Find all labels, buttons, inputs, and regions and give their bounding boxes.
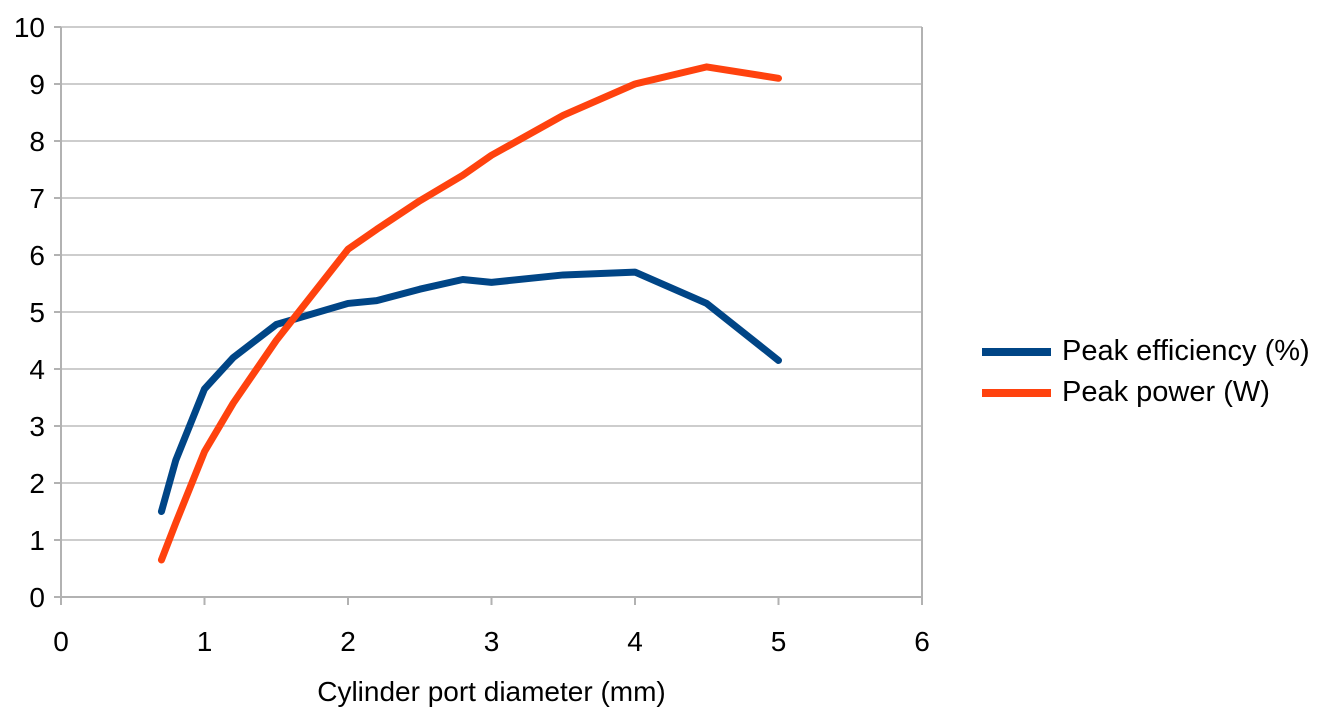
series-line-peak-power (157, 63, 782, 564)
legend-item-peak-power: Peak power (W) (982, 372, 1310, 413)
series-lines (157, 63, 782, 564)
tick-labels: 0 1 2 3 4 5 6 7 8 9 10 0 1 2 3 4 5 6 (14, 12, 930, 657)
x-tick-label-4: 4 (627, 626, 643, 657)
y-tick-label-10: 10 (14, 12, 45, 43)
legend-label-peak-efficiency: Peak efficiency (%) (1062, 335, 1310, 367)
y-tick-label-8: 8 (29, 126, 45, 157)
series-line-peak-efficiency (157, 268, 782, 515)
axes (54, 26, 923, 605)
x-tick-label-6: 6 (914, 626, 930, 657)
legend-swatch-peak-efficiency-line (982, 347, 1051, 356)
y-tick-label-5: 5 (29, 297, 45, 328)
y-tick-label-9: 9 (29, 69, 45, 100)
legend-swatch-peak-power-line (982, 388, 1051, 397)
y-tick-label-6: 6 (29, 240, 45, 271)
x-tick-label-2: 2 (340, 626, 356, 657)
x-axis-title: Cylinder port diameter (mm) (317, 676, 666, 707)
x-tick-label-0: 0 (53, 626, 69, 657)
y-tick-label-3: 3 (29, 411, 45, 442)
y-tick-label-2: 2 (29, 468, 45, 499)
y-tick-label-4: 4 (29, 354, 45, 385)
legend-item-peak-efficiency: Peak efficiency (%) (982, 331, 1310, 372)
y-tick-label-7: 7 (29, 183, 45, 214)
x-tick-label-5: 5 (771, 626, 787, 657)
y-tick-label-1: 1 (29, 525, 45, 556)
y-tick-label-0: 0 (29, 582, 45, 613)
x-tick-label-1: 1 (197, 626, 213, 657)
legend: Peak efficiency (%) Peak power (W) (982, 331, 1310, 413)
gridlines (61, 26, 922, 541)
x-tick-label-3: 3 (484, 626, 500, 657)
legend-label-peak-power: Peak power (W) (1062, 376, 1270, 408)
